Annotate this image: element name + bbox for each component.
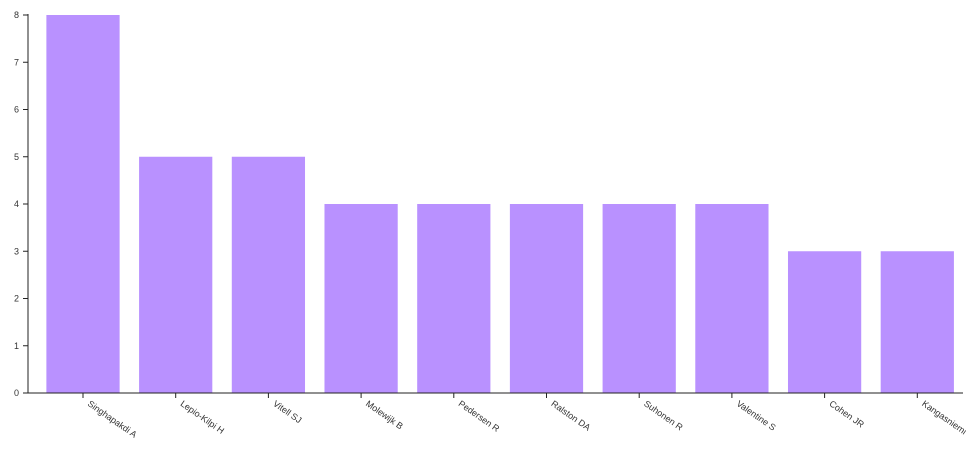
bar[interactable]	[881, 251, 954, 393]
y-tick-label: 3	[14, 246, 19, 256]
y-tick-label: 2	[14, 294, 19, 304]
bar[interactable]	[46, 15, 119, 393]
y-tick-label: 7	[14, 57, 19, 67]
y-tick-label: 1	[14, 341, 19, 351]
category-label: Suhonen R	[642, 398, 685, 432]
category-label: Singhapakdi A	[86, 398, 139, 439]
y-tick-label: 5	[14, 152, 19, 162]
bars-layer	[46, 15, 954, 393]
category-label: Molewijk B	[364, 398, 405, 431]
y-tick-label: 0	[14, 388, 19, 398]
bar[interactable]	[603, 204, 676, 393]
category-label: Lepio-Kilpi H	[179, 398, 227, 435]
category-label: Vitell SJ	[271, 398, 303, 425]
bar[interactable]	[417, 204, 490, 393]
y-tick-label: 6	[14, 105, 19, 115]
bar[interactable]	[232, 157, 305, 393]
category-label: Cohen JR	[827, 398, 866, 429]
bar[interactable]	[139, 157, 212, 393]
bar[interactable]	[324, 204, 397, 393]
bar[interactable]	[510, 204, 583, 393]
bar[interactable]	[788, 251, 861, 393]
category-label: Kangasniemi M	[920, 398, 966, 442]
bar[interactable]	[695, 204, 768, 393]
category-label: Valentine S	[735, 398, 778, 432]
category-label: Pedersen R	[457, 398, 502, 434]
category-label: Ralston DA	[549, 398, 592, 432]
x-axis: Singhapakdi A Lepio-Kilpi H Vitell SJ Molew…	[28, 393, 966, 442]
y-axis: 0 1 2 3 4 5 6 7 8	[14, 10, 28, 398]
y-tick-label: 4	[14, 199, 19, 209]
y-tick-label: 8	[14, 10, 19, 20]
